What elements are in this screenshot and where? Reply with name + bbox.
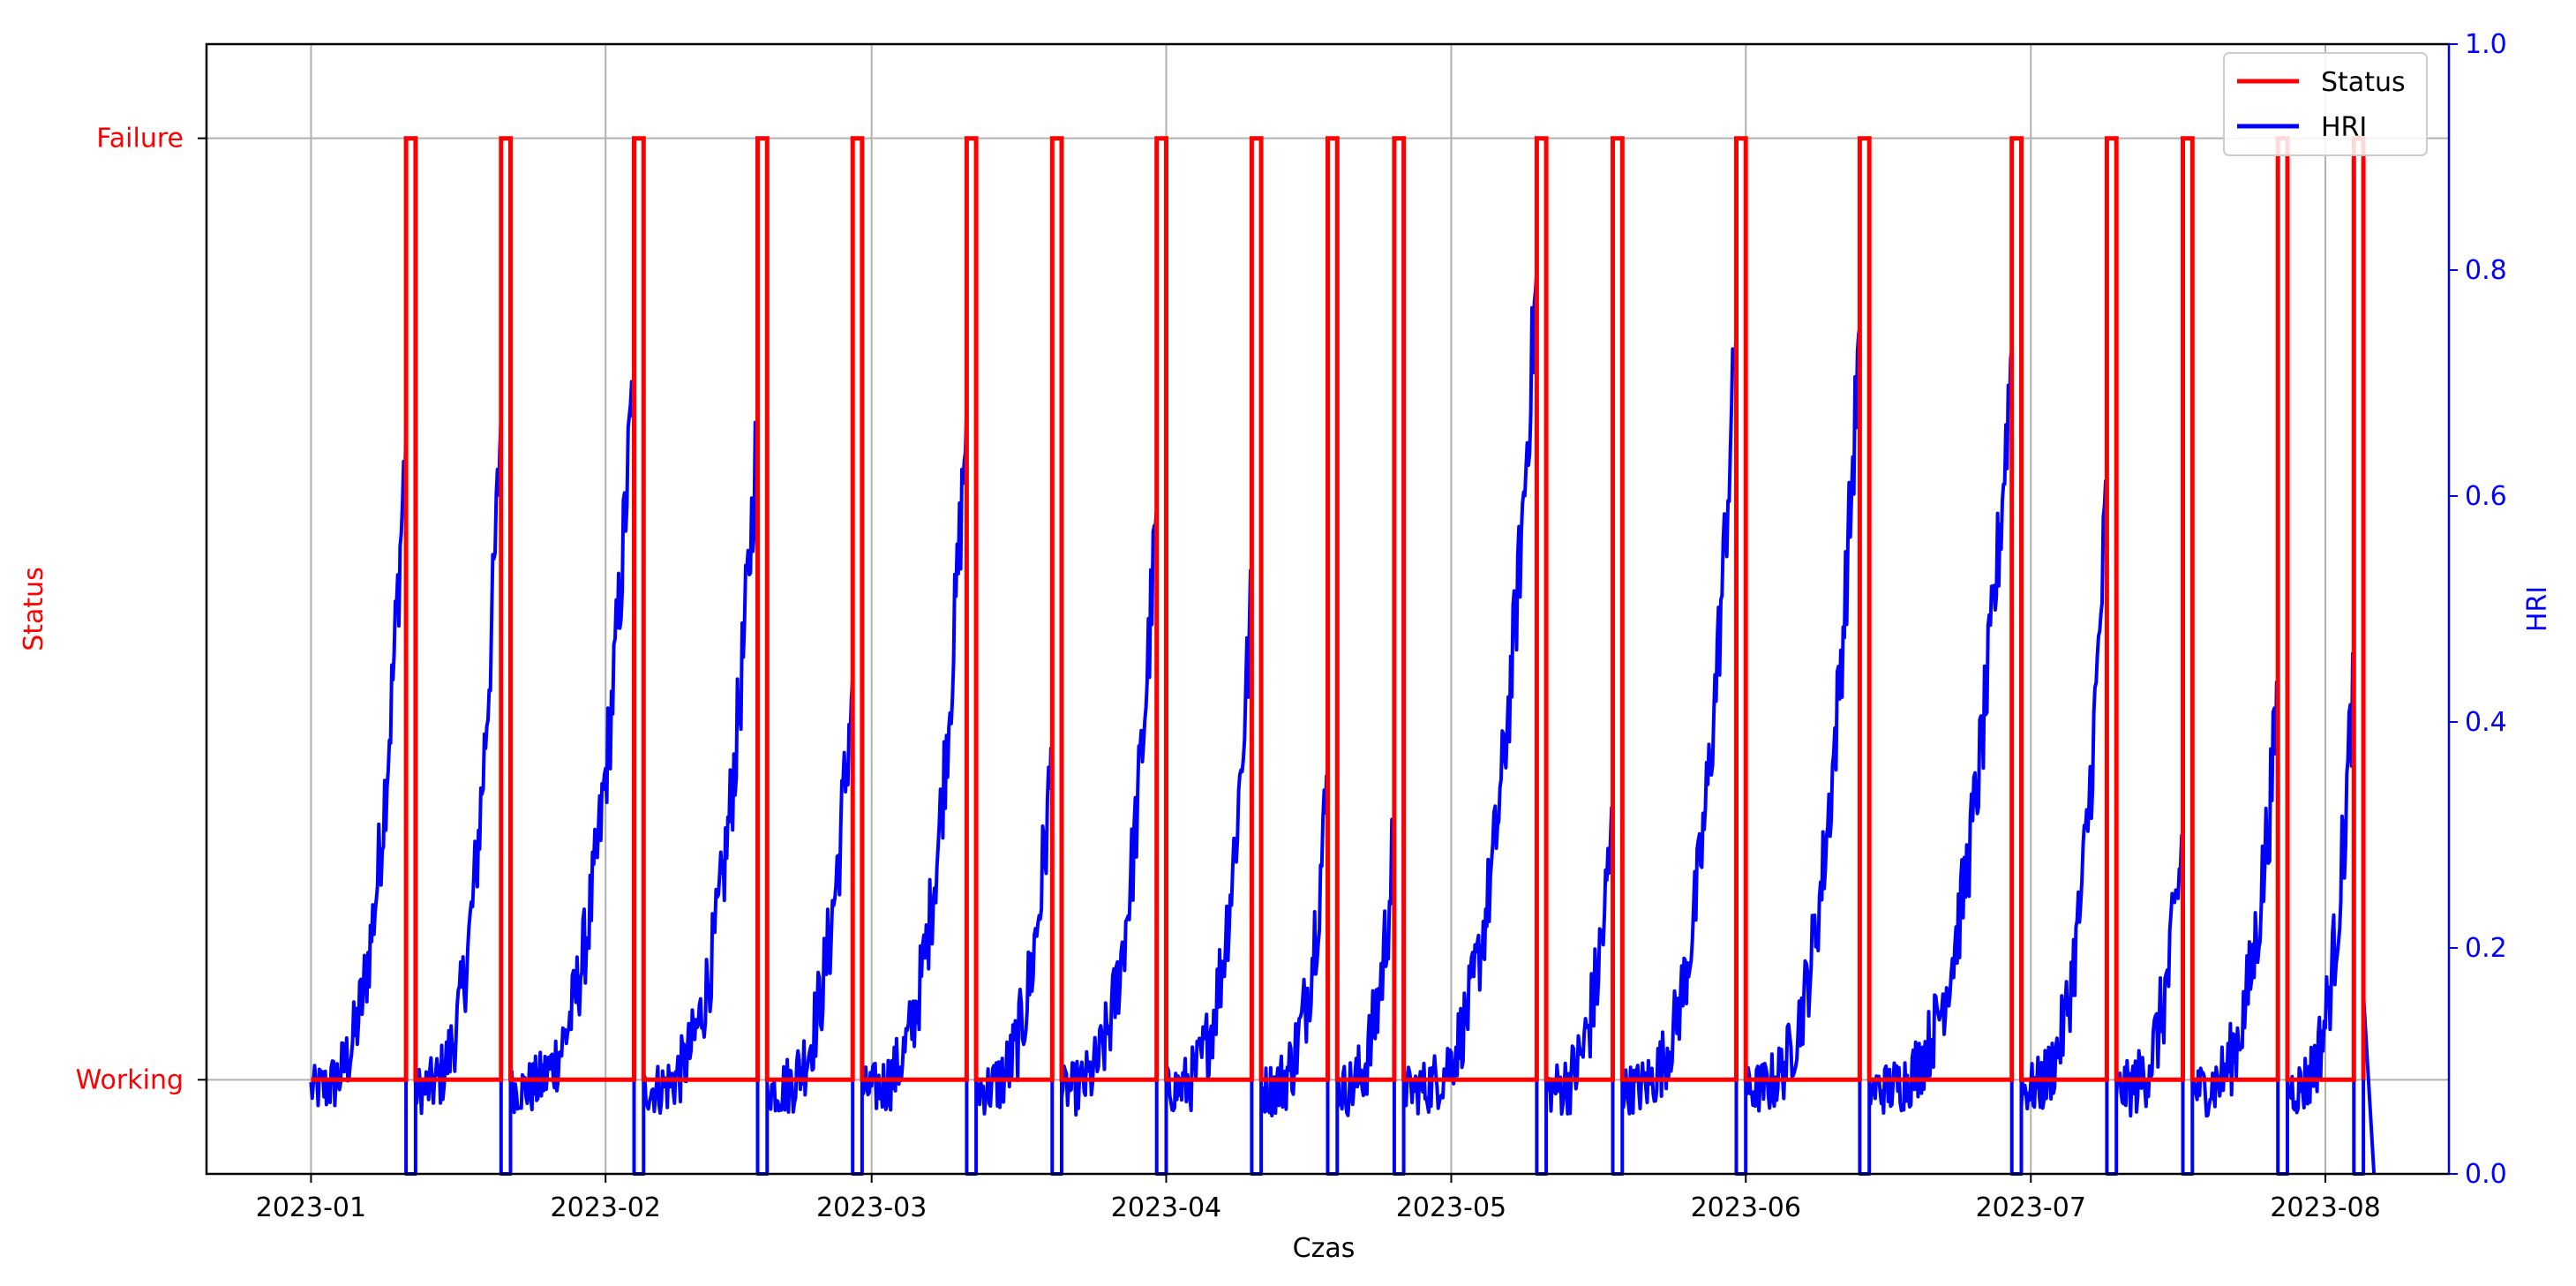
legend-status-label: Status bbox=[2321, 67, 2406, 98]
y-right-tick-label: 0.6 bbox=[2465, 481, 2507, 512]
y-right-tick-label: 0.8 bbox=[2465, 255, 2507, 286]
legend: Status HRI bbox=[2223, 52, 2428, 156]
x-tick-label: 2023-06 bbox=[1691, 1192, 1801, 1223]
legend-hri-label: HRI bbox=[2321, 112, 2367, 143]
plot-area bbox=[309, 136, 2377, 1176]
ticks: 2023-01 2023-02 2023-03 2023-04 2023-05 2023-… bbox=[76, 29, 2507, 1223]
x-tick-label: 2023-01 bbox=[256, 1192, 366, 1223]
left-axis-label: Status bbox=[19, 567, 49, 651]
x-tick-label: 2023-04 bbox=[1111, 1192, 1221, 1223]
x-tick-label: 2023-08 bbox=[2270, 1192, 2380, 1223]
y-left-tick-label: Working bbox=[76, 1064, 184, 1095]
hri-line bbox=[309, 268, 2377, 1176]
status-line bbox=[311, 136, 2366, 1082]
legend-box bbox=[2223, 52, 2428, 156]
x-tick-label: 2023-07 bbox=[1976, 1192, 2086, 1223]
y-right-tick-label: 0.0 bbox=[2465, 1159, 2507, 1190]
y-right-tick-label: 0.4 bbox=[2465, 707, 2507, 738]
y-right-tick-label: 0.2 bbox=[2465, 933, 2507, 964]
y-left-tick-label: Failure bbox=[96, 124, 184, 154]
x-tick-label: 2023-03 bbox=[816, 1192, 927, 1223]
x-tick-label: 2023-05 bbox=[1396, 1192, 1506, 1223]
y-right-tick-label: 1.0 bbox=[2465, 29, 2507, 60]
x-axis-label: Czas bbox=[1293, 1233, 1356, 1264]
right-axis-label: HRI bbox=[2522, 586, 2553, 632]
x-tick-label: 2023-02 bbox=[551, 1192, 661, 1223]
